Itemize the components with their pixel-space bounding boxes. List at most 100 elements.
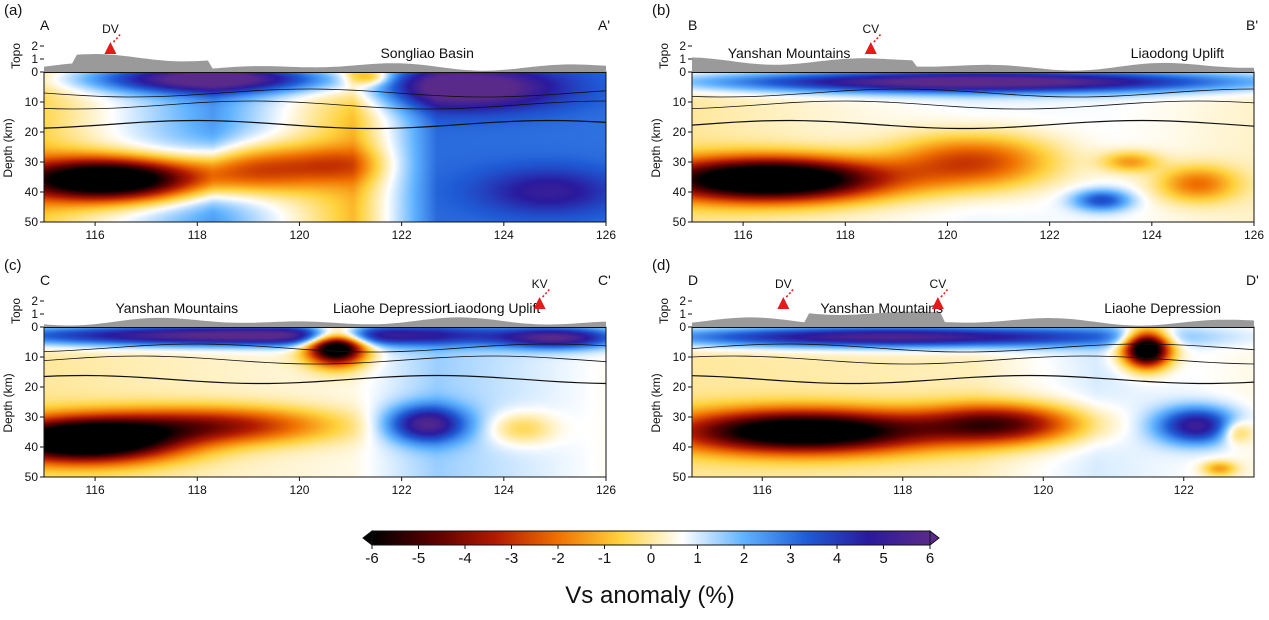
contour-line (43, 374, 607, 385)
depth-tick-label: 10 (673, 350, 687, 364)
depth-tick-label: 40 (673, 185, 687, 199)
colorbar-high-triangle (929, 529, 940, 547)
depth-tick-label: 10 (25, 350, 39, 364)
volcano-label: CV (930, 277, 947, 291)
depth-tick-label: 20 (25, 125, 39, 139)
longitude-tick-label: 126 (1244, 228, 1264, 242)
contour-line (43, 119, 607, 130)
longitude-tick-label: 116 (753, 483, 772, 497)
vs-anomaly-section (44, 327, 606, 477)
depth-tick-label: 50 (673, 215, 687, 229)
topo-axis-label: Topo (9, 43, 23, 69)
longitude-tick-label: 120 (289, 483, 309, 497)
volcano-icon (777, 288, 794, 309)
panel-d: (d) D D' Topo 2 1 0 Depth (km) 10 20 30 40 50 116 118… (648, 255, 1268, 505)
depth-tick-label: 50 (25, 215, 39, 229)
contour-line (691, 374, 1255, 385)
region-label: Songliao Basin (380, 45, 473, 61)
panel-tag: (b) (652, 2, 671, 19)
topo-tick-label: 1 (679, 307, 686, 321)
topo-axis-label: Topo (657, 298, 671, 324)
contour-line (43, 88, 607, 98)
depth-tick-label: 10 (673, 95, 687, 109)
profile-start-label: D (688, 272, 698, 288)
topo-tick-label: 0 (679, 320, 686, 334)
colorbar-tick-label: -3 (505, 550, 518, 567)
topography-profile (44, 54, 606, 72)
longitude-tick-label: 116 (86, 483, 105, 497)
volcano-label: CV (862, 22, 879, 36)
colorbar-tick-label: -5 (412, 550, 425, 567)
profile-start-label: C (40, 272, 50, 288)
longitude-tick-label: 116 (734, 228, 753, 242)
profile-end-label: A' (598, 17, 610, 33)
depth-tick-label: 40 (25, 185, 39, 199)
colorbar-tick-label: 3 (786, 550, 794, 567)
panel-tag: (d) (652, 257, 671, 274)
contour-line (691, 119, 1255, 130)
volcano-icon (931, 288, 949, 309)
profile-start-label: B (688, 17, 697, 33)
topo-tick-label: 0 (31, 65, 38, 79)
topo-axis-label: Topo (9, 298, 23, 324)
topography-profile (692, 57, 1254, 72)
depth-tick-label: 30 (25, 410, 39, 424)
longitude-tick-label: 122 (392, 228, 412, 242)
contour-line (43, 100, 607, 110)
contour-lines (691, 88, 1255, 130)
longitude-tick-label: 124 (494, 483, 514, 497)
colorbar-tick-label: 1 (693, 550, 701, 567)
longitude-tick-label: 118 (893, 483, 912, 497)
depth-tick-label: 40 (673, 440, 687, 454)
longitude-tick-label: 122 (392, 483, 412, 497)
longitude-tick-label: 118 (188, 228, 207, 242)
depth-axis-label: Depth (km) (1, 118, 15, 177)
panel-tag: (a) (4, 2, 23, 19)
colorbar-tick-label: -6 (365, 550, 378, 567)
contour-lines (43, 88, 607, 130)
colorbar-graphic: -6 -5 -4 -3 -2 -1 0 1 2 3 4 5 6 Vs anomaly (%) (362, 529, 940, 609)
depth-tick-label: 10 (25, 95, 39, 109)
colorbar-tick-label: -2 (551, 550, 564, 567)
contour-line (691, 88, 1255, 98)
longitude-tick-label: 118 (836, 228, 855, 242)
topo-tick-label: 1 (31, 52, 38, 66)
contour-line (691, 100, 1255, 110)
depth-tick-label: 30 (25, 155, 39, 169)
colorbar-tick-label: 5 (879, 550, 887, 567)
colorbar-tick-label: 4 (833, 550, 841, 567)
topo-tick-label: 2 (31, 39, 38, 53)
colorbar-title: Vs anomaly (%) (565, 582, 734, 609)
volcano-icon (104, 33, 122, 54)
longitude-tick-label: 122 (1174, 483, 1194, 497)
region-label: Liaodong Uplift (447, 300, 541, 316)
depth-tick-label: 50 (673, 470, 687, 484)
profile-end-label: B' (1246, 17, 1258, 33)
topography-profile (44, 317, 606, 327)
contour-lines (691, 343, 1255, 385)
longitude-tick-label: 126 (596, 228, 616, 242)
topo-tick-label: 0 (31, 320, 38, 334)
vs-anomaly-section (44, 72, 606, 222)
panel-a: (a) A A' Topo 2 1 0 Depth (km) 10 20 30 40 50 116 118… (0, 0, 620, 250)
colorbar-low-triangle (362, 529, 373, 547)
topo-tick-label: 1 (679, 52, 686, 66)
volcano-label: KV (532, 277, 548, 291)
colorbar-tick-label: 0 (647, 550, 655, 567)
longitude-tick-label: 120 (1033, 483, 1053, 497)
depth-axis-label: Depth (km) (649, 118, 663, 177)
depth-axis-label: Depth (km) (649, 373, 663, 432)
topo-axis-label: Topo (657, 43, 671, 69)
region-label: Yanshan Mountains (728, 45, 851, 61)
colorbar-tick-label: 2 (740, 550, 748, 567)
longitude-tick-label: 118 (188, 483, 207, 497)
longitude-tick-label: 120 (937, 228, 957, 242)
colorbar: -6 -5 -4 -3 -2 -1 0 1 2 3 4 5 6 Vs anomaly (%) (360, 525, 940, 615)
longitude-tick-label: 116 (86, 228, 105, 242)
contour-line (43, 355, 607, 365)
depth-tick-label: 50 (25, 470, 39, 484)
colorbar-tick-label: -1 (598, 550, 611, 567)
contour-line (691, 355, 1255, 365)
profile-end-label: D' (1246, 272, 1259, 288)
